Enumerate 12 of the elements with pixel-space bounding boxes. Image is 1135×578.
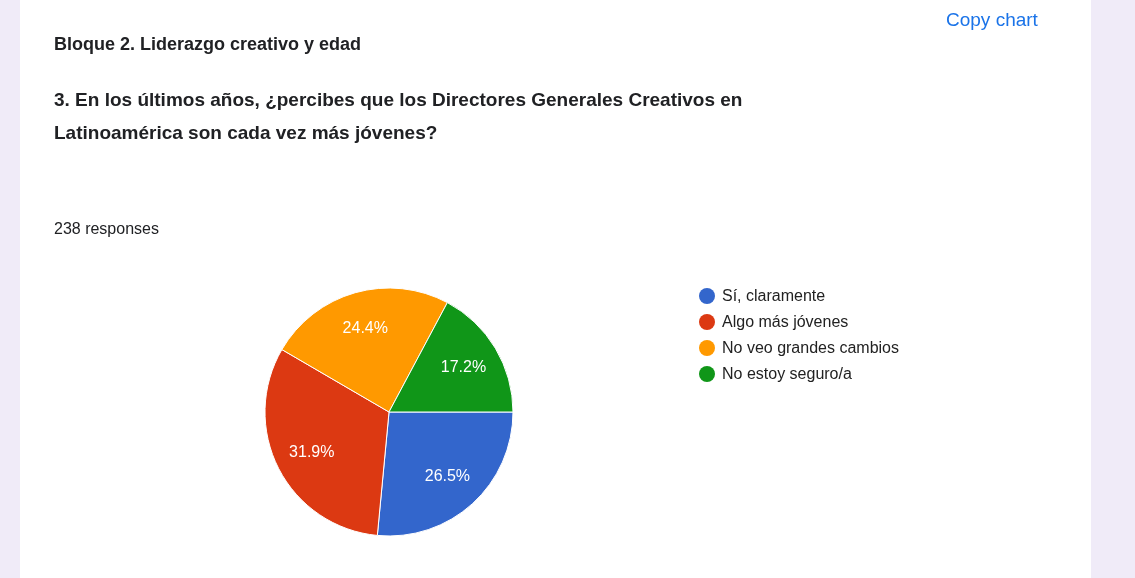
legend-label: No veo grandes cambios — [722, 339, 899, 356]
text: 238 responses — [54, 220, 159, 237]
legend-label: Algo más jóvenes — [722, 313, 849, 330]
legend-label: Sí, claramente — [722, 287, 826, 304]
chart-subtitle: 3. En los últimos años, ¿percibes que los Directores Generales Creativos en Latinoamérica son cada vez más jóvenes? — [54, 89, 743, 143]
data-label: 24.4% — [342, 319, 388, 337]
legend-label: No estoy seguro/a — [722, 365, 852, 382]
data-label: 17.2% — [440, 358, 487, 376]
text: Copy chart — [946, 9, 1039, 30]
data-label: 31.9% — [289, 442, 335, 460]
chart-title: Bloque 2. Liderazgo creativo y edad — [54, 34, 362, 54]
data-label: 26.5% — [424, 467, 471, 485]
